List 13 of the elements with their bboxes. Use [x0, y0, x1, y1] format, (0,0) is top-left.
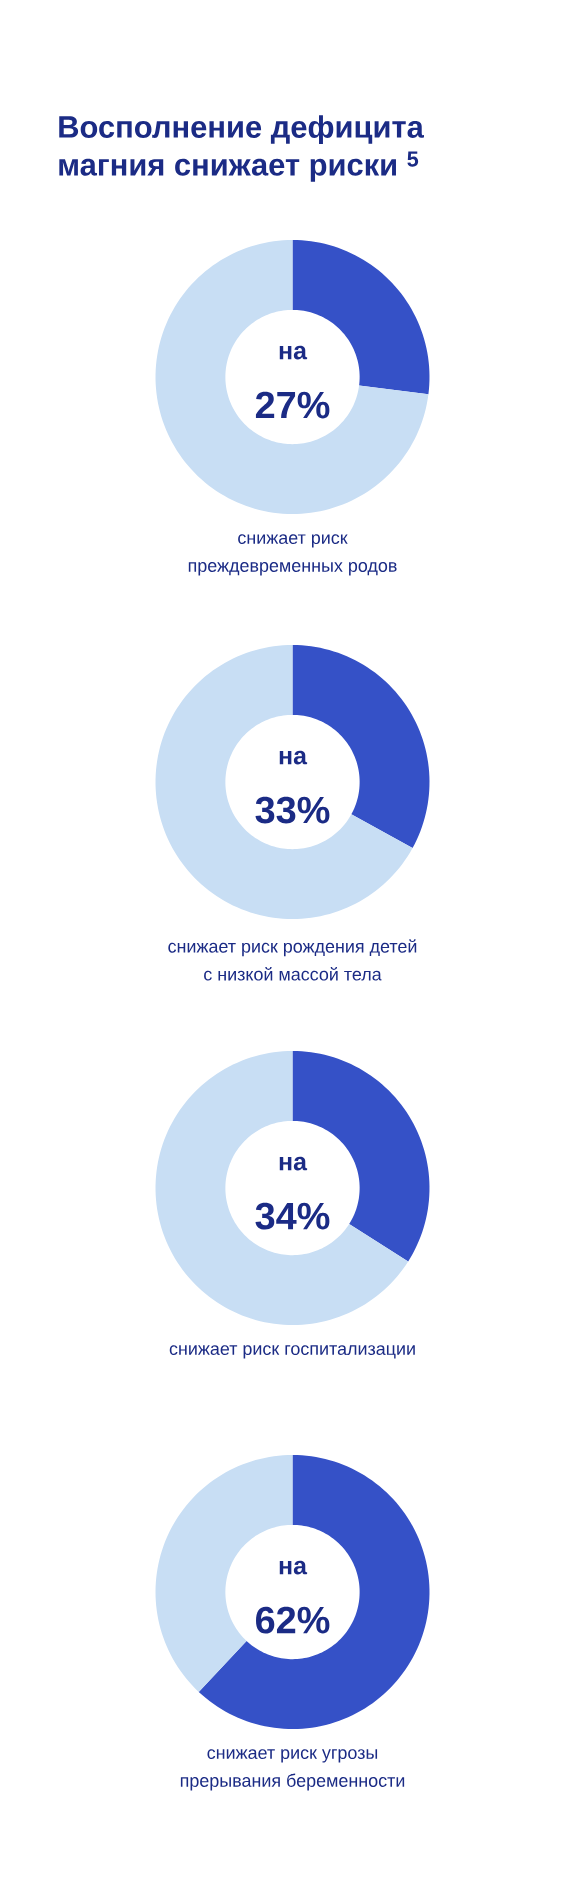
- text: снижает риск преждевременных родов: [188, 534, 397, 576]
- text: на: [279, 1156, 308, 1171]
- text: на: [279, 750, 308, 765]
- text: 27%: [255, 391, 330, 419]
- text: на: [279, 345, 308, 360]
- text: на: [279, 1560, 308, 1575]
- text: 34%: [255, 1202, 330, 1230]
- text: снижает риск угрозы прерывания беременности: [180, 1749, 405, 1791]
- text: снижает риск рождения детей с низкой массой тела: [168, 939, 417, 981]
- text: 33%: [255, 796, 330, 824]
- chart-title: Восполнение дефицита магния снижает риски $^{5}$: [59, 115, 424, 182]
- text: снижает риск госпитализации: [169, 1345, 415, 1359]
- text: 62%: [256, 1606, 330, 1634]
